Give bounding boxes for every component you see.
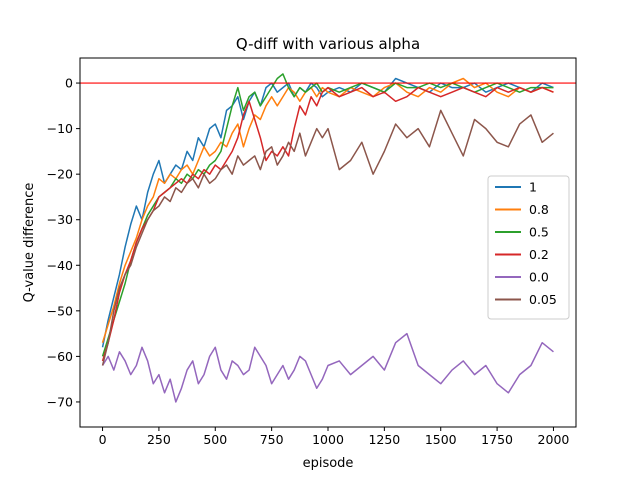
legend: 1 0.8 0.5 0.2 0.0 0.05 — [487, 175, 570, 320]
y-tick-label: −40 — [47, 258, 73, 273]
chart-title: Q-diff with various alpha — [236, 35, 420, 53]
legend-label-2: 0.5 — [529, 225, 549, 240]
x-tick-label: 1000 — [312, 432, 344, 447]
y-tick-label: −70 — [47, 394, 73, 409]
y-tick-label: −10 — [47, 121, 73, 136]
x-tick-label: 2000 — [538, 432, 570, 447]
x-tick-label: 0 — [99, 432, 107, 447]
x-tick-label: 500 — [203, 432, 227, 447]
y-axis-label: Q-value difference — [22, 183, 37, 303]
axes-frame — [79, 57, 577, 428]
x-tick-label: 1500 — [425, 432, 457, 447]
legend-box — [487, 175, 570, 320]
series-line-5 — [101, 109, 554, 366]
axis-ticks: 0 250 500 750 1000 1250 1500 1750 2000 0 −10 −20 −30… — [47, 76, 570, 447]
y-tick-label: −30 — [47, 212, 73, 227]
x-axis-label: episode — [303, 456, 354, 471]
plot-area — [80, 73, 576, 403]
legend-label-0: 1 — [529, 180, 537, 195]
legend-label-1: 0.8 — [529, 202, 549, 217]
legend-label-3: 0.2 — [529, 247, 549, 262]
x-tick-label: 1250 — [368, 432, 400, 447]
y-tick-label: −20 — [47, 167, 73, 182]
x-tick-label: 750 — [260, 432, 284, 447]
y-tick-label: −60 — [47, 349, 73, 364]
legend-label-5: 0.05 — [529, 292, 557, 307]
y-tick-label: 0 — [65, 76, 73, 91]
legend-label-4: 0.0 — [529, 270, 549, 285]
x-tick-label: 250 — [147, 432, 171, 447]
y-tick-label: −50 — [47, 303, 73, 318]
x-tick-label: 1750 — [481, 432, 513, 447]
series-line-4 — [101, 332, 554, 403]
series-line-3 — [101, 86, 554, 362]
series-line-1 — [101, 77, 554, 343]
